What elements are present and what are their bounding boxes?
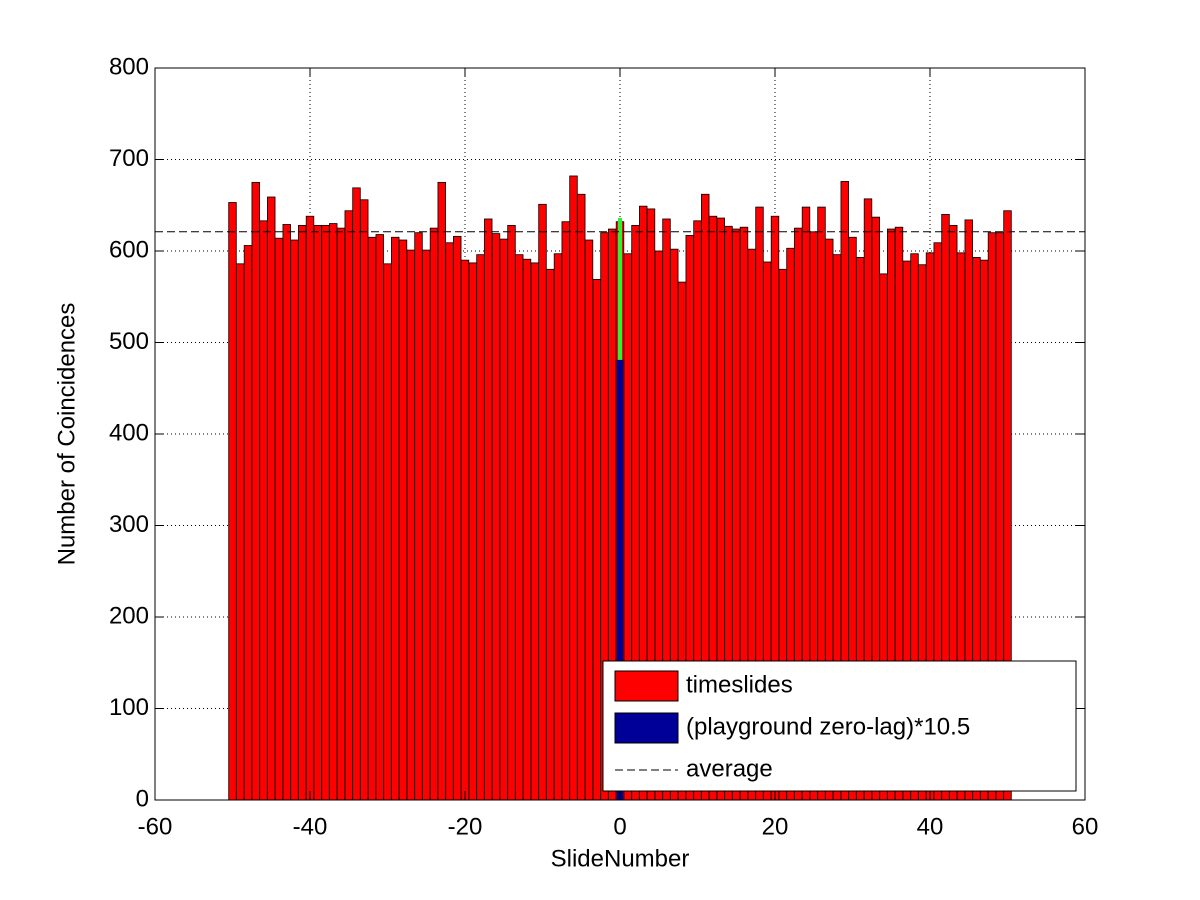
- x-tick-label: 40: [917, 813, 944, 840]
- bar: [499, 238, 508, 801]
- bar: [251, 181, 260, 801]
- legend-swatch: [614, 670, 679, 702]
- legend-label: average: [686, 755, 773, 782]
- x-tick-label: 60: [1072, 813, 1099, 840]
- bar: [305, 215, 315, 801]
- bar: [422, 249, 431, 801]
- bar: [375, 234, 384, 801]
- y-tick-label: 400: [109, 419, 149, 446]
- zero-lag-bar: [617, 359, 623, 800]
- x-tick-label: -60: [138, 813, 173, 840]
- y-tick-label: 200: [109, 602, 149, 629]
- bar: [243, 245, 253, 801]
- y-tick-label: 500: [109, 328, 149, 355]
- x-tick-label: -40: [293, 813, 328, 840]
- bar: [352, 187, 361, 801]
- bar: [228, 202, 237, 801]
- bar: [460, 259, 470, 801]
- x-axis-label: SlideNumber: [551, 845, 690, 872]
- bar: [274, 237, 284, 801]
- y-tick-label: 300: [109, 511, 149, 538]
- y-tick-label: 0: [136, 785, 149, 812]
- bar: [522, 258, 532, 801]
- bar: [236, 263, 245, 801]
- bar: [592, 278, 601, 801]
- bar: [313, 224, 322, 801]
- bar: [360, 199, 369, 801]
- x-tick-label: 20: [762, 813, 789, 840]
- bar: [344, 210, 353, 801]
- x-tick-label: -20: [448, 813, 483, 840]
- bar: [406, 249, 415, 801]
- bar: [429, 227, 439, 801]
- legend-box: [602, 660, 1077, 792]
- x-tick-label: 0: [613, 813, 626, 840]
- bar: [515, 254, 524, 801]
- bar: [383, 263, 392, 801]
- bar: [321, 224, 330, 801]
- y-tick-label: 600: [109, 236, 149, 263]
- bar: [530, 262, 539, 801]
- bar: [561, 221, 570, 801]
- legend-swatch: [614, 712, 679, 744]
- legend-label: timeslides: [686, 671, 793, 698]
- bar: [546, 268, 555, 801]
- bar: [584, 239, 594, 801]
- bar: [553, 253, 563, 801]
- bar: [577, 193, 586, 801]
- bar: [484, 218, 493, 801]
- bar: [468, 262, 477, 801]
- bar: [491, 233, 501, 801]
- bar: [336, 227, 346, 801]
- bar: [290, 239, 299, 801]
- bar: [476, 254, 485, 801]
- bar: [569, 175, 578, 801]
- bar: [282, 224, 291, 801]
- bar: [507, 224, 516, 801]
- legend: timeslides (playground zero-lag)*10.5 aver…: [602, 660, 1077, 792]
- bar: [391, 236, 400, 801]
- bar: [298, 224, 307, 801]
- y-tick-label: 100: [109, 694, 149, 721]
- y-tick-label: 700: [109, 145, 149, 172]
- bar: [445, 242, 454, 801]
- bar: [329, 223, 338, 801]
- bar: [453, 235, 462, 801]
- y-tick-label: 800: [109, 53, 149, 80]
- bar: [267, 196, 276, 801]
- bar: [259, 220, 268, 801]
- bar: [398, 239, 408, 801]
- legend-label: (playground zero-lag)*10.5: [686, 713, 970, 740]
- bar: [437, 181, 446, 801]
- bar: [414, 232, 423, 801]
- y-axis-label: Number of Coincidences: [53, 303, 80, 566]
- bar: [367, 236, 377, 801]
- bar: [538, 203, 547, 801]
